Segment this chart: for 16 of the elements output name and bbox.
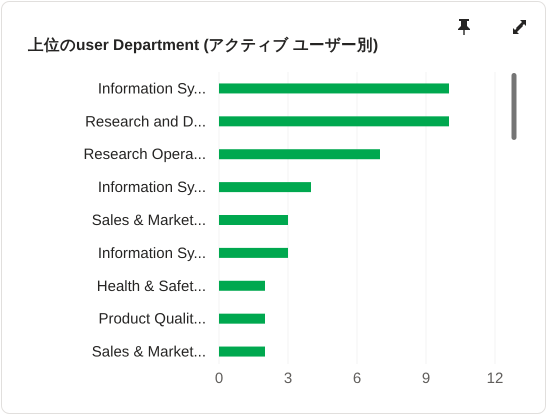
y-tick-label: Research Opera... bbox=[83, 146, 206, 164]
y-tick-label: Sales & Market... bbox=[92, 212, 206, 229]
y-tick-label: Information Sy... bbox=[98, 244, 206, 262]
y-tick-label: Sales & Market... bbox=[92, 344, 206, 361]
title: 上位のuser Department (アクティブ ユーザー別) bbox=[28, 37, 378, 54]
y-tick-label: Information Sy... bbox=[98, 80, 206, 98]
x-tick-label: 6 bbox=[352, 370, 362, 387]
y-tick-label: Product Qualit... bbox=[98, 310, 206, 328]
x-tick-label: 3 bbox=[284, 370, 292, 387]
x-tick-label: 9 bbox=[422, 370, 430, 387]
plot: 0 3 6 9 12 Information Sy... Research and D... Research Opera... Information Sy... Sales & Market... Information Sy... Health & Safet... Product Qualit... Sales & Market... bbox=[83, 72, 504, 387]
y-tick-label: Information Sy... bbox=[98, 179, 206, 196]
x-tick-label: 0 bbox=[214, 370, 224, 387]
y-tick-label: Health & Safet... bbox=[96, 278, 206, 295]
x-tick-label: 12 bbox=[486, 370, 504, 387]
y-tick-label: Research and D... bbox=[85, 113, 206, 130]
